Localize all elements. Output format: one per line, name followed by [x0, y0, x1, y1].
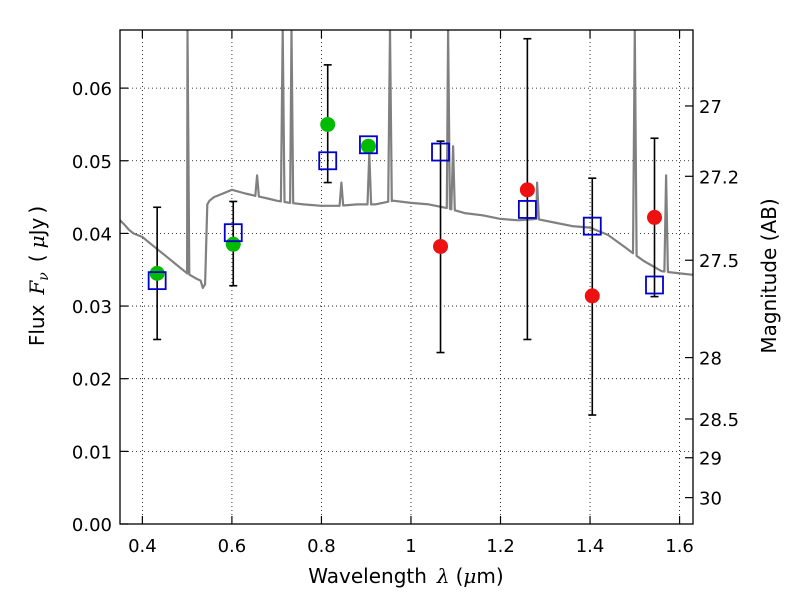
- plot-frame: [119, 29, 694, 525]
- x-tick-label: 1.6: [665, 536, 694, 557]
- model-photometry-box: [147, 271, 167, 291]
- data-point-layer: [147, 116, 664, 304]
- y-axis-symbol-sub: ν: [36, 272, 52, 281]
- x-axis-unit-open: (: [456, 564, 464, 588]
- y-tick-label: 0.04: [72, 224, 112, 245]
- model-photometry-box: [431, 142, 450, 162]
- x-tick-label: 0.4: [128, 536, 157, 557]
- y2-tick-label: 30: [699, 489, 722, 510]
- y2-tick-label: 27.5: [699, 251, 739, 272]
- detection-point: [320, 116, 336, 132]
- y-tick-label: 0.01: [72, 442, 112, 463]
- y-axis-unit-close: ): [25, 206, 49, 214]
- y-tick-label: 0.06: [72, 79, 112, 100]
- detection-point: [360, 138, 376, 154]
- y2-tick-label: 29: [699, 449, 722, 470]
- x-tick-label: 1: [405, 536, 416, 557]
- x-axis-label: Wavelength λ (μm): [308, 564, 503, 588]
- y-axis-unit-mu: μ: [25, 235, 49, 248]
- model-photometry-box: [645, 275, 664, 295]
- x-axis-symbol: λ: [436, 564, 450, 588]
- y2-tick-label: 27.2: [699, 167, 739, 188]
- x-tick-label: 1.4: [576, 536, 605, 557]
- x-axis-unit-rest: m): [476, 564, 503, 588]
- x-tick-label: 0.8: [307, 536, 336, 557]
- y-tick-label: 0.00: [72, 515, 112, 536]
- y-axis-symbol: F: [25, 280, 49, 296]
- spectrum-line: [120, 30, 693, 289]
- model-photometry-box: [318, 151, 338, 171]
- x-tick-label: 1.2: [486, 536, 515, 557]
- y-axis-unit-open: (: [25, 254, 49, 262]
- y-tick-label: 0.05: [72, 152, 112, 173]
- x-axis-unit-mu: μ: [463, 564, 476, 588]
- nondetection-point: [647, 209, 663, 225]
- model-photometry-box: [223, 223, 243, 243]
- nondetection-point: [584, 288, 600, 304]
- model-photometry-box: [517, 200, 537, 219]
- y-tick-label: 0.03: [72, 297, 112, 318]
- y-tick-label: 0.02: [72, 370, 112, 391]
- y2-tick-label: 28: [699, 349, 722, 370]
- spectrum-layer: [120, 30, 693, 289]
- model-photometry-box: [582, 216, 602, 236]
- detection-point: [149, 265, 165, 281]
- y-axis-label: Flux Fν ( μJy): [25, 206, 52, 346]
- nondetection-point: [519, 182, 535, 198]
- x-tick-label: 0.6: [218, 536, 247, 557]
- y2-tick-label: 27: [699, 97, 722, 118]
- y2-tick-label: 28.5: [699, 410, 739, 431]
- y2-axis-label: Magnitude (AB): [757, 198, 781, 353]
- y-axis-unit-rest: Jy: [25, 217, 49, 237]
- x-axis-label-text: Wavelength: [308, 564, 427, 588]
- nondetection-point: [433, 238, 449, 254]
- tick-layer: 0.4 0.6 0.8 1 1.2 1.4 1.6 0.00 0.01 0.02 0.03 0.04 0…: [72, 30, 739, 557]
- y-axis-label-text: Flux: [25, 304, 49, 346]
- detection-point: [225, 236, 241, 252]
- model-photometry-box: [359, 135, 378, 155]
